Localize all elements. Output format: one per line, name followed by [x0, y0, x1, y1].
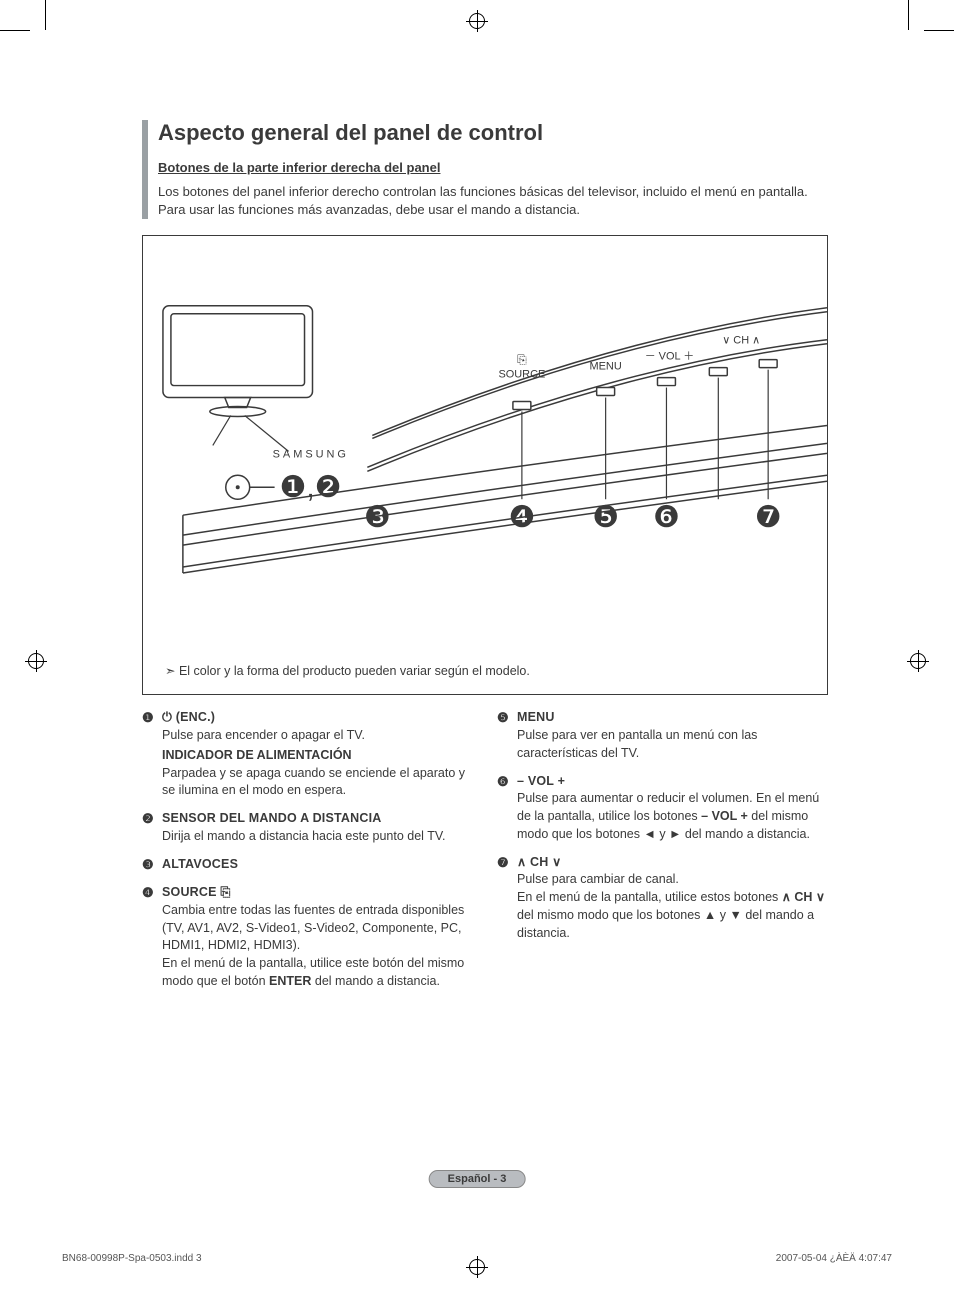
intro-line: Los botones del panel inferior derecho c… — [158, 184, 808, 199]
item-title: SOURCE ⎘ — [162, 885, 231, 899]
registration-mark-icon — [907, 650, 929, 672]
intro-paragraph: Los botones del panel inferior derecho c… — [158, 183, 828, 219]
callout-12: ❶,❷ — [280, 472, 342, 505]
callout-5: ❺ — [592, 502, 619, 535]
item-5: ❺ MENU Pulse para ver en pantalla un men… — [497, 709, 828, 762]
footer-left: BN68-00998P-Spa-0503.indd 3 — [62, 1253, 202, 1264]
crop-mark — [0, 30, 30, 31]
item-title: – VOL + — [517, 774, 565, 788]
item-text: del mismo modo que los botones ▲ y ▼ del… — [517, 908, 814, 940]
callout-4: ❹ — [508, 502, 535, 535]
item-subtitle: INDICADOR DE ALIMENTACIÓN — [162, 747, 473, 765]
registration-mark-icon — [25, 650, 47, 672]
item-title: MENU — [517, 710, 555, 724]
item-1: ❶ ⏻ (ENC.) Pulse para encender o apagar … — [142, 709, 473, 800]
item-number: ❸ — [142, 856, 162, 874]
callout-7: ❼ — [755, 502, 782, 535]
item-3: ❸ ALTAVOCES — [142, 856, 473, 874]
crop-mark — [924, 30, 954, 31]
item-bold: ENTER — [269, 974, 311, 988]
crop-mark — [45, 0, 46, 30]
menu-label: MENU — [590, 361, 622, 373]
left-column: ❶ ⏻ (ENC.) Pulse para encender o apagar … — [142, 709, 473, 1000]
page: Aspecto general del panel de control Bot… — [62, 20, 892, 1284]
item-number: ❺ — [497, 709, 517, 762]
item-text: Parpadea y se apaga cuando se enciende e… — [162, 766, 465, 798]
item-bold: ∧ CH ∨ — [782, 890, 825, 904]
diagram-note: El color y la forma del producto pueden … — [165, 663, 530, 678]
item-number: ❻ — [497, 773, 517, 844]
svg-text:⎘: ⎘ — [517, 353, 527, 367]
page-number-pill: Español - 3 — [429, 1170, 526, 1188]
item-number: ❶ — [142, 709, 162, 800]
item-2: ❷ SENSOR DEL MANDO A DISTANCIA Dirija el… — [142, 810, 473, 846]
page-subtitle: Botones de la parte inferior derecha del… — [158, 160, 828, 175]
callout-3: ❸ — [364, 502, 391, 535]
callout-6: ❻ — [653, 502, 680, 535]
item-title: ⏻ (ENC.) — [162, 710, 215, 724]
intro-line: Para usar las funciones más avanzadas, d… — [158, 202, 580, 217]
item-text: Cambia entre todas las fuentes de entrad… — [162, 903, 464, 953]
item-text: Dirija el mando a distancia hacia este p… — [162, 829, 446, 843]
ch-label: ∨ CH ∧ — [722, 335, 760, 347]
item-text: Pulse para encender o apagar el TV. — [162, 728, 365, 742]
footer-right: 2007-05-04 ¿ÀÈÄ 4:07:47 — [776, 1253, 892, 1264]
item-number: ❷ — [142, 810, 162, 846]
brand-label: SAMSUNG — [273, 449, 349, 461]
item-6: ❻ – VOL + Pulse para aumentar o reducir … — [497, 773, 828, 844]
item-text: del mando a distancia. — [311, 974, 440, 988]
panel-diagram: ⎘ SOURCE MENU － VOL ＋ ∨ CH ∧ SAMSUNG — [142, 235, 828, 695]
section-header: Aspecto general del panel de control Bot… — [142, 120, 828, 219]
source-label: SOURCE — [498, 369, 545, 381]
item-text: Pulse para ver en pantalla un menú con l… — [517, 728, 757, 760]
item-4: ❹ SOURCE ⎘ Cambia entre todas las fuente… — [142, 884, 473, 991]
crop-mark — [908, 0, 909, 30]
item-title: SENSOR DEL MANDO A DISTANCIA — [162, 811, 382, 825]
item-text: Pulse para cambiar de canal. — [517, 872, 679, 886]
item-bold: – VOL + — [701, 809, 748, 823]
vol-label: － VOL ＋ — [645, 351, 695, 363]
header-accent-bar — [142, 120, 148, 219]
item-text: En el menú de la pantalla, utilice estos… — [517, 890, 782, 904]
diagram-svg: ⎘ SOURCE MENU － VOL ＋ ∨ CH ∧ SAMSUNG — [143, 236, 827, 695]
item-7: ❼ ∧ CH ∨ Pulse para cambiar de canal. En… — [497, 854, 828, 943]
right-column: ❺ MENU Pulse para ver en pantalla un men… — [497, 709, 828, 1000]
item-number: ❹ — [142, 884, 162, 991]
items-columns: ❶ ⏻ (ENC.) Pulse para encender o apagar … — [142, 709, 828, 1000]
item-title: ALTAVOCES — [162, 857, 238, 871]
page-title: Aspecto general del panel de control — [158, 120, 828, 146]
item-number: ❼ — [497, 854, 517, 943]
item-title: ∧ CH ∨ — [517, 855, 562, 869]
